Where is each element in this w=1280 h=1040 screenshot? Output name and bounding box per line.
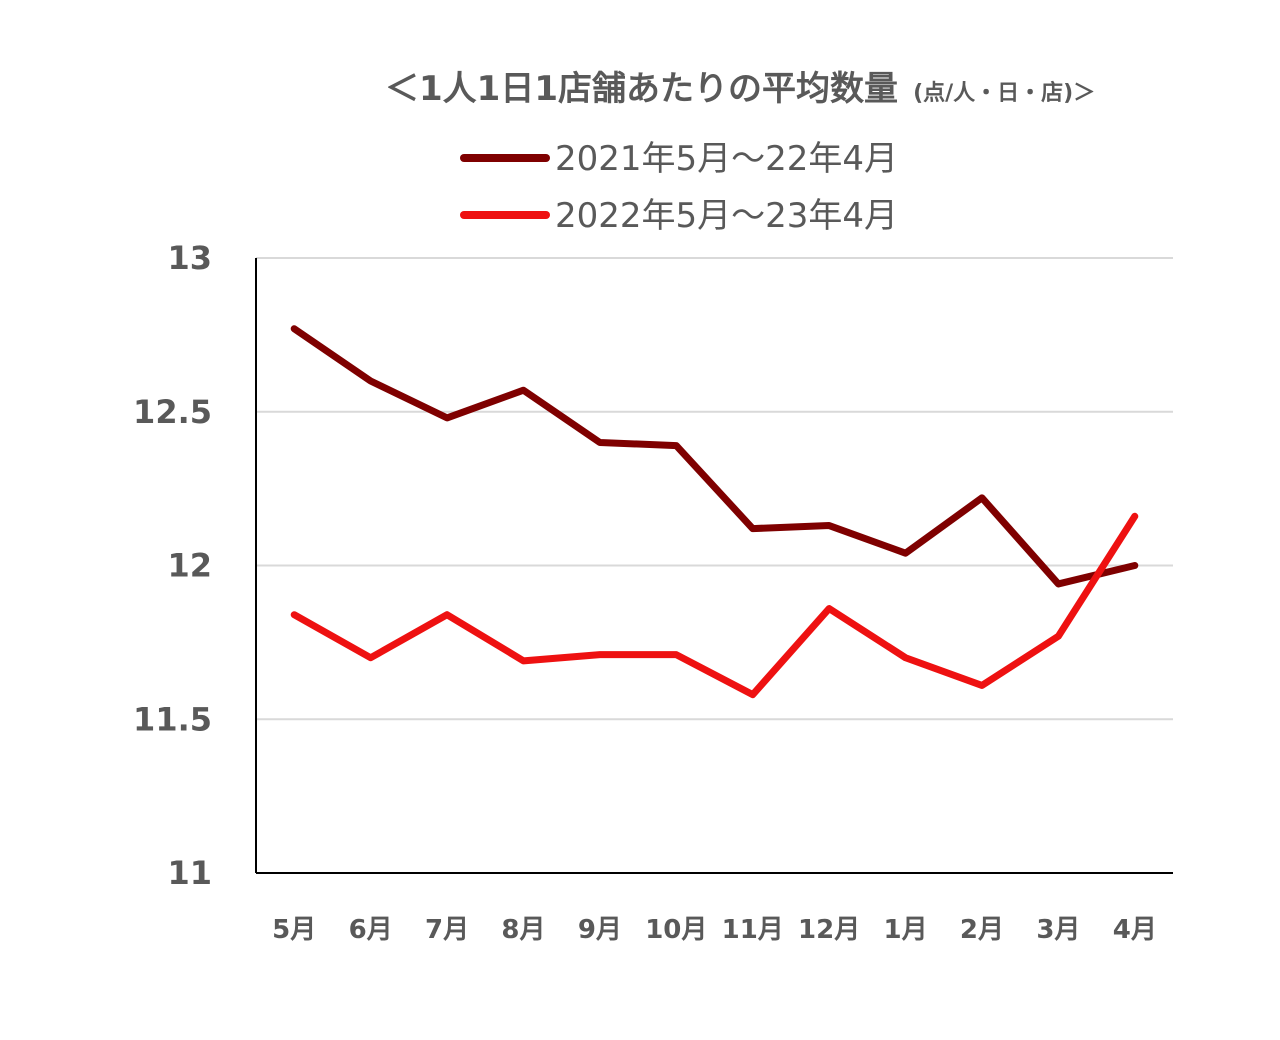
series-line-1 <box>290 325 1139 588</box>
x-tick-label: 11月 <box>722 915 784 945</box>
x-tick-label: 7月 <box>425 915 469 945</box>
y-tick-label: 13 <box>167 239 212 277</box>
y-tick-labels: 11 11.5 12 12.5 13 <box>133 239 212 892</box>
x-tick-label: 2月 <box>960 915 1004 945</box>
x-tick-label: 12月 <box>798 915 860 945</box>
y-tick-label: 11.5 <box>133 700 212 738</box>
x-tick-label: 5月 <box>272 915 316 945</box>
y-tick-label: 12.5 <box>133 393 212 431</box>
axes <box>255 258 1173 874</box>
series-lines <box>290 325 1139 699</box>
x-tick-label: 10月 <box>645 915 707 945</box>
gridlines <box>256 257 1173 721</box>
legend: 2021年5月～22年4月 2022年5月～23年4月 <box>460 139 898 236</box>
x-tick-labels: 5月 6月 7月 8月 9月 10月 11月 12月 1月 2月 3月 4月 <box>272 915 1157 945</box>
series-line-2 <box>290 512 1139 699</box>
x-tick-label: 8月 <box>501 915 545 945</box>
y-tick-label: 11 <box>167 854 212 892</box>
y-tick-label: 12 <box>167 547 212 585</box>
legend-label: 2021年5月～22年4月 <box>555 139 898 179</box>
x-tick-label: 1月 <box>883 915 927 945</box>
x-tick-label: 6月 <box>349 915 393 945</box>
x-tick-label: 3月 <box>1036 915 1080 945</box>
x-tick-label: 4月 <box>1113 915 1157 945</box>
x-tick-label: 9月 <box>578 915 622 945</box>
legend-label: 2022年5月～23年4月 <box>555 196 898 236</box>
chart-title: ＜1人1日1店舗あたりの平均数量 (点/人・日・店)＞ <box>385 69 1095 109</box>
